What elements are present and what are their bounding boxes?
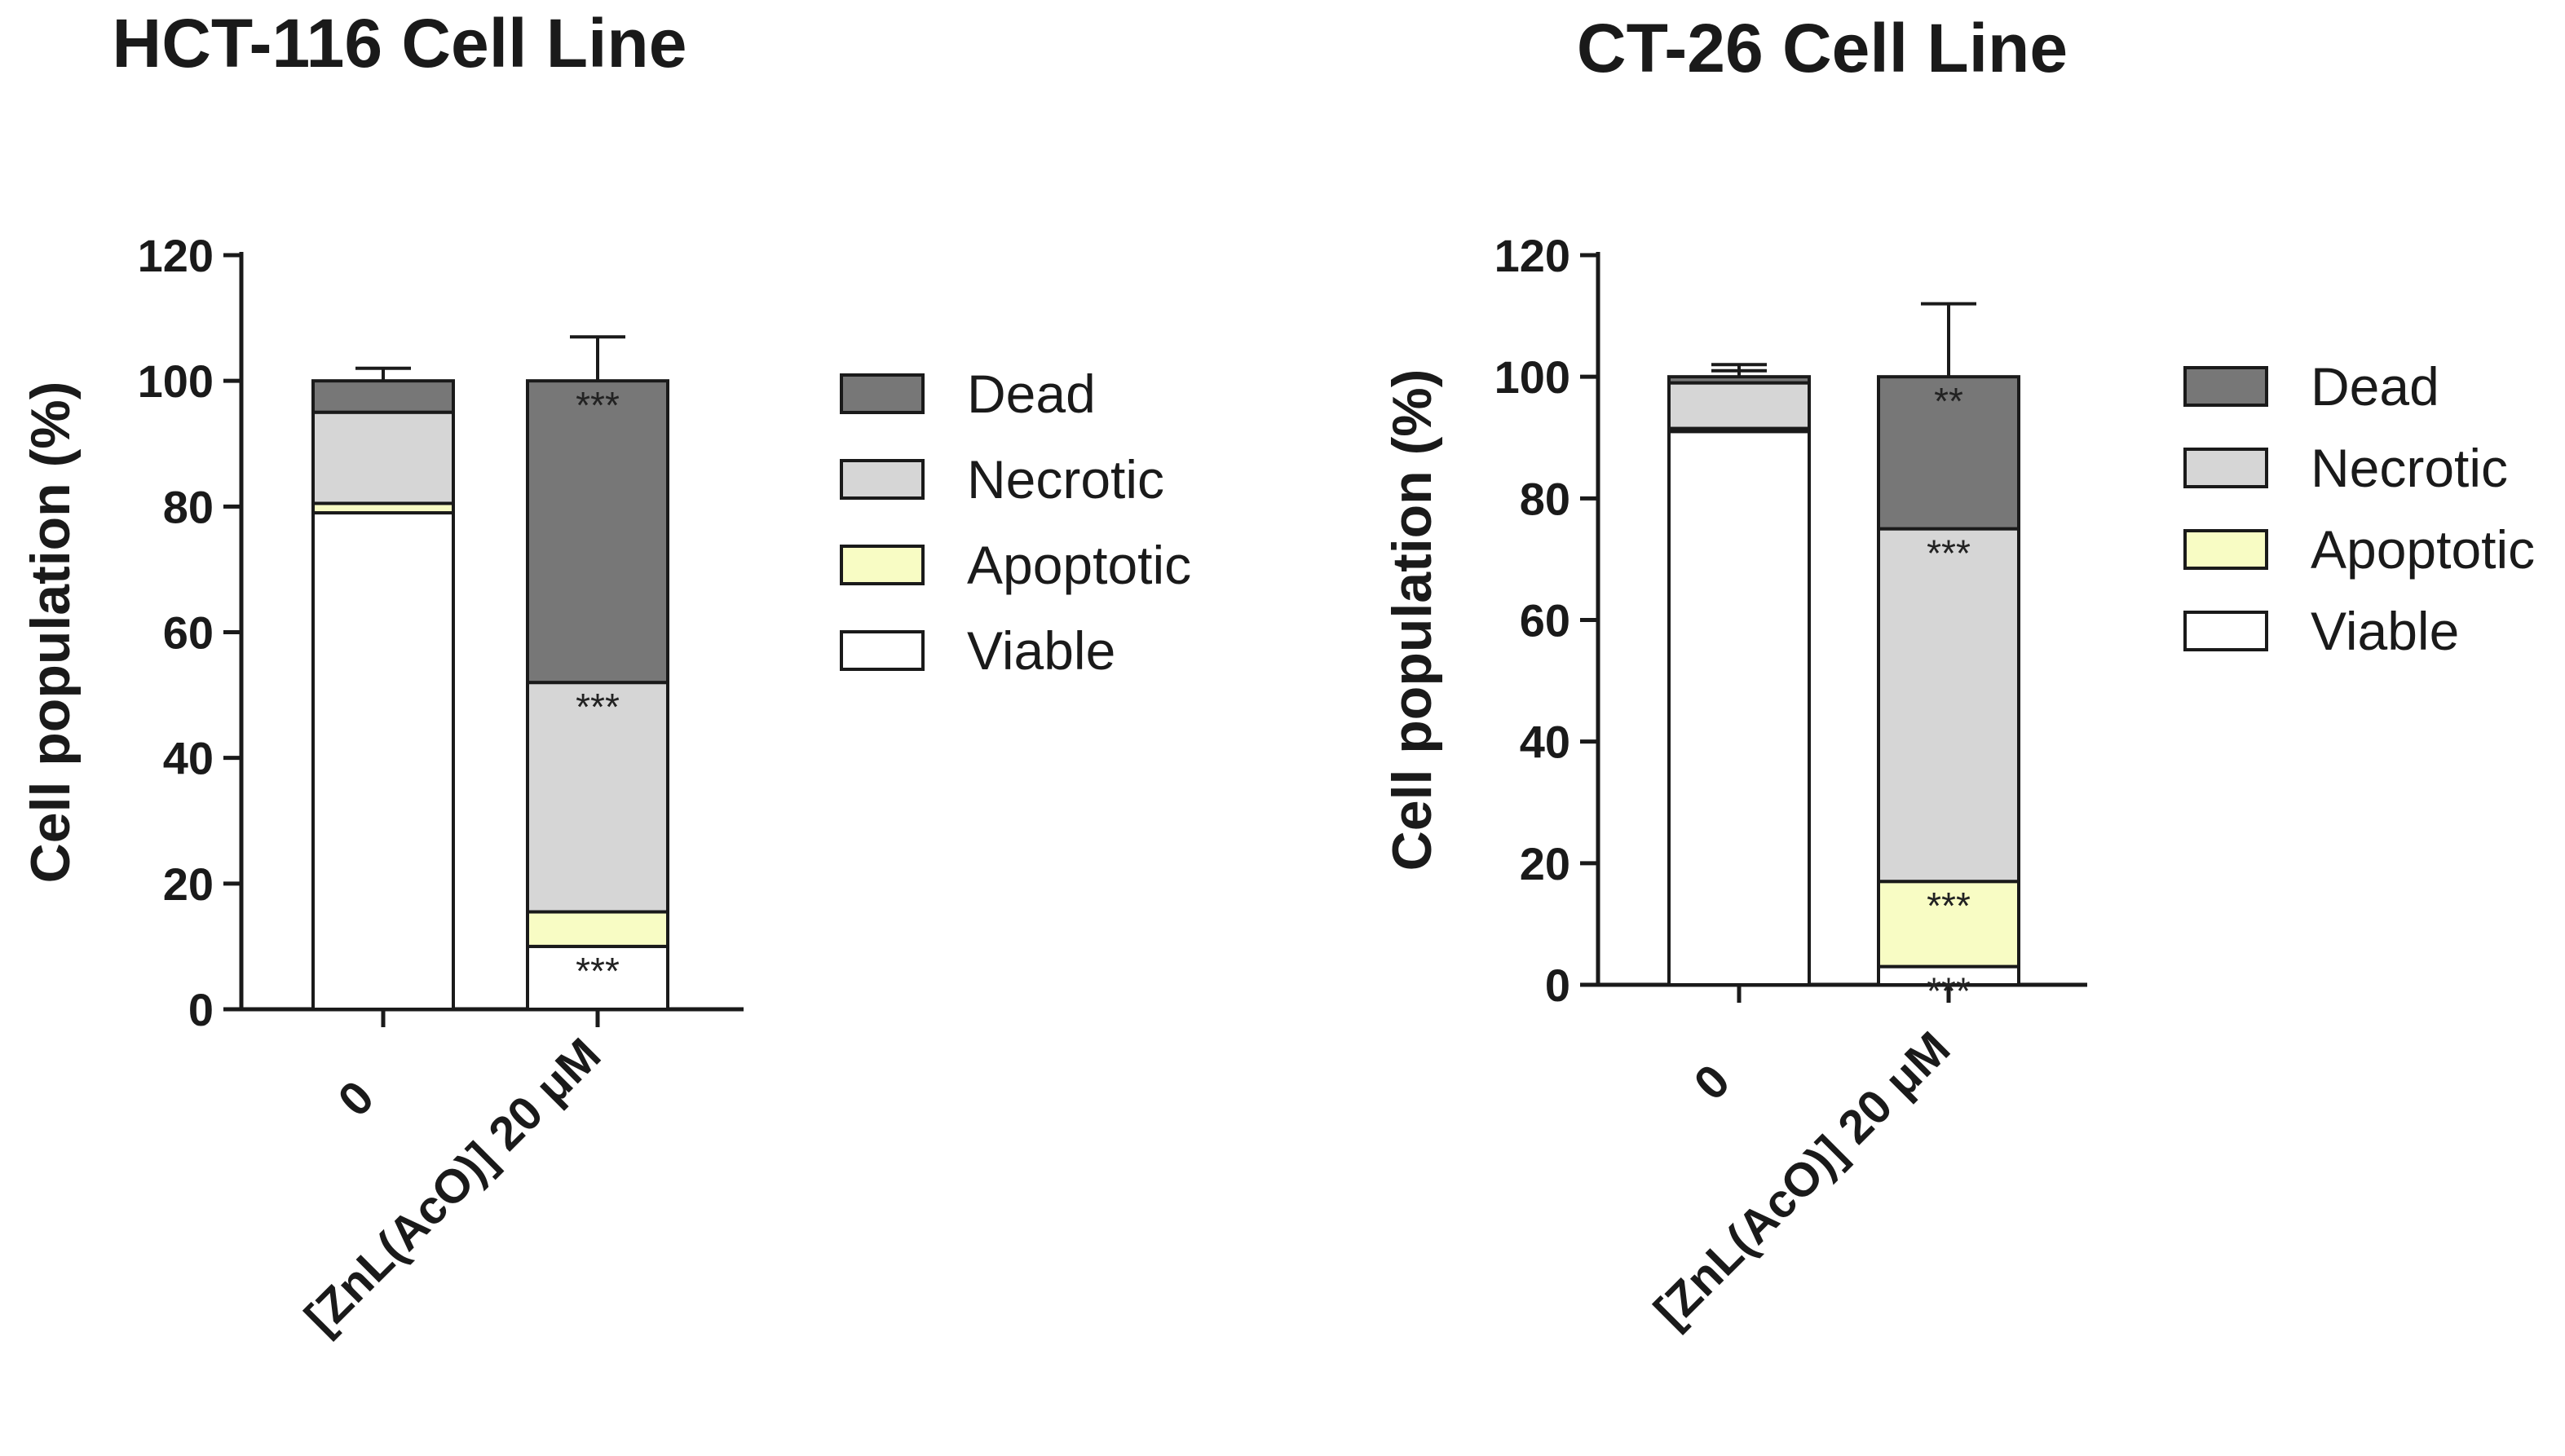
bar-segment-viable [1667, 430, 1811, 986]
legend-swatch-apoptotic [2183, 529, 2268, 570]
bar-segment-necrotic [526, 681, 669, 914]
y-tick-label: 60 [1520, 595, 1570, 646]
bar-segment-dead [1877, 375, 2020, 531]
legend-swatch-necrotic [840, 459, 925, 500]
legend-swatch-dead [840, 373, 925, 414]
y-tick-label: 40 [163, 733, 214, 784]
legend-label: Viable [2311, 601, 2459, 661]
chart-title: CT-26 Cell Line [1577, 10, 2068, 86]
legend-swatch-dead [2183, 366, 2268, 407]
legend-label: Apoptotic [967, 535, 1191, 595]
y-tick-label: 80 [1520, 473, 1570, 524]
y-tick-label: 120 [138, 230, 214, 281]
y-tick-label: 100 [138, 355, 214, 407]
y-tick-label: 20 [1520, 838, 1570, 889]
bar-segment-apoptotic [526, 910, 669, 948]
legend-label: Dead [2311, 356, 2439, 417]
y-tick-label: 0 [1545, 960, 1570, 1011]
significance-label: *** [576, 384, 620, 426]
y-tick-label: 20 [163, 858, 214, 910]
legend-label: Necrotic [967, 449, 1164, 510]
significance-label: *** [576, 950, 620, 992]
bar-segment-necrotic [1877, 527, 2020, 884]
bar-segment-dead [311, 379, 455, 414]
significance-label: *** [1927, 970, 1971, 1013]
y-tick-label: 80 [163, 481, 214, 532]
chart-title: HCT-116 Cell Line [113, 5, 687, 82]
legend-swatch-viable [2183, 611, 2268, 651]
bar-segment-viable [526, 944, 669, 1011]
chart-panel-1: HCT-116 Cell Line Cell population (%) 0 20 4… [20, 5, 1191, 1344]
y-axis-label: Cell population (%) [20, 382, 82, 884]
legend-label: Apoptotic [2311, 519, 2535, 580]
y-tick-label: 100 [1494, 351, 1570, 403]
bar-segment-dead [526, 379, 669, 685]
x-tick-label: 0 [328, 1070, 384, 1127]
legend-swatch-necrotic [2183, 448, 2268, 488]
y-tick-label: 120 [1494, 230, 1570, 281]
significance-label: *** [1927, 532, 1971, 575]
chart-panel-2: CT-26 Cell Line Cell population (%) 0 20 40 6… [1381, 10, 2535, 1338]
bar-segment-viable [311, 511, 455, 1011]
y-axis-label: Cell population (%) [1381, 369, 1443, 871]
legend-label: Viable [967, 620, 1115, 681]
legend-label: Dead [967, 364, 1096, 424]
bar-segment-necrotic [311, 410, 455, 505]
bar-segment-necrotic [1667, 381, 1811, 430]
y-tick-label: 60 [163, 607, 214, 659]
legend-label: Necrotic [2311, 438, 2508, 498]
y-tick-label: 40 [1520, 717, 1570, 768]
y-tick-label: 0 [188, 984, 214, 1035]
legend-swatch-viable [840, 630, 925, 671]
significance-label: *** [1927, 885, 1971, 927]
legend-swatch-apoptotic [840, 545, 925, 585]
bar-segment-dead [1667, 375, 1811, 385]
significance-label: ** [1934, 380, 1963, 422]
significance-label: *** [576, 686, 620, 728]
x-tick-label: 0 [1684, 1054, 1740, 1110]
